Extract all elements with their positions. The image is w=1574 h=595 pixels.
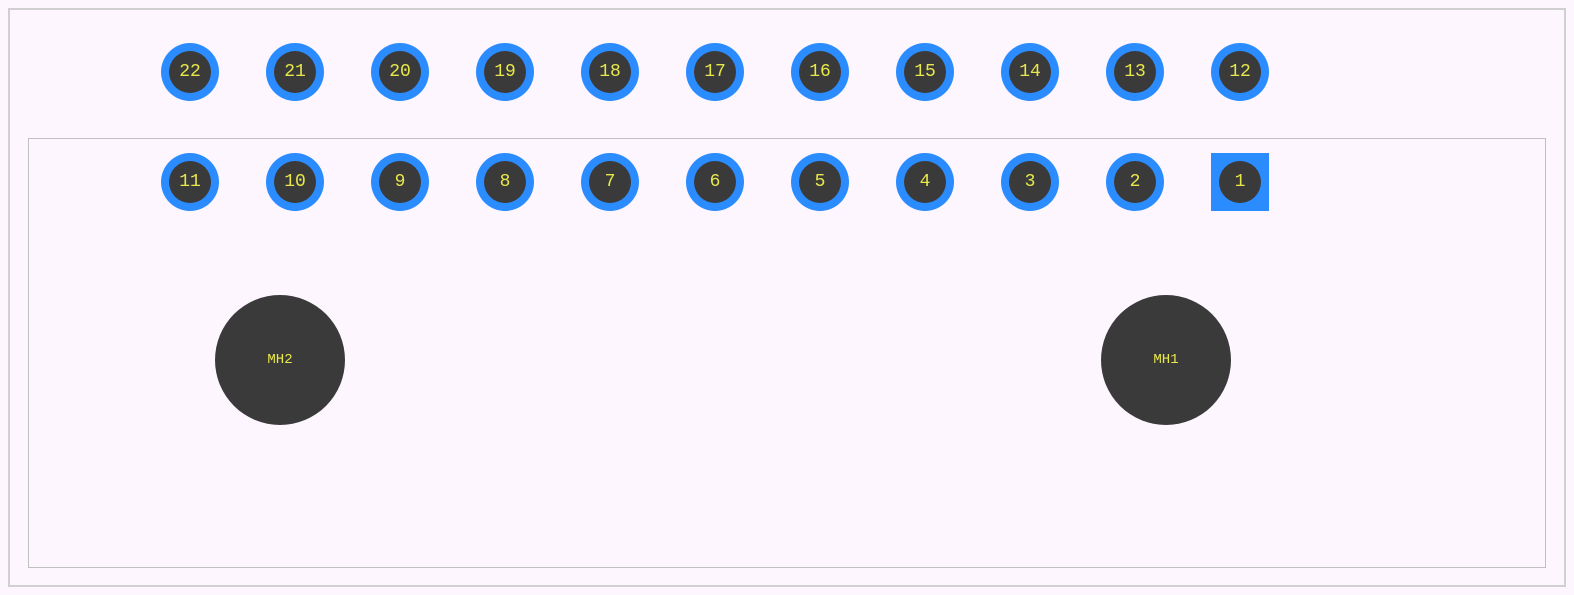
pad-label: 10: [284, 172, 306, 192]
pad-label: 3: [1025, 172, 1036, 192]
pad-4: 4: [896, 153, 954, 211]
mount-hole-label: MH2: [267, 352, 292, 368]
pad-13: 13: [1106, 43, 1164, 101]
pad-label: 9: [395, 172, 406, 192]
pad-label: 22: [179, 62, 201, 82]
pad-label: 15: [914, 62, 936, 82]
pad-label: 13: [1124, 62, 1146, 82]
pad-label: 21: [284, 62, 306, 82]
pad-label: 12: [1229, 62, 1251, 82]
pad-label: 4: [920, 172, 931, 192]
pad-9: 9: [371, 153, 429, 211]
mount-hole-mh1: MH1: [1101, 295, 1231, 425]
pad-label: 5: [815, 172, 826, 192]
pad-20: 20: [371, 43, 429, 101]
pad-14: 14: [1001, 43, 1059, 101]
pad-21: 21: [266, 43, 324, 101]
pad-label: 7: [605, 172, 616, 192]
pad-19: 19: [476, 43, 534, 101]
pad-15: 15: [896, 43, 954, 101]
pad-22: 22: [161, 43, 219, 101]
pad-1: 1: [1211, 153, 1269, 211]
pad-6: 6: [686, 153, 744, 211]
pad-label: 16: [809, 62, 831, 82]
pad-label: 19: [494, 62, 516, 82]
pad-7: 7: [581, 153, 639, 211]
pad-10: 10: [266, 153, 324, 211]
mount-hole-label: MH1: [1153, 352, 1178, 368]
pad-3: 3: [1001, 153, 1059, 211]
pad-12: 12: [1211, 43, 1269, 101]
pad-11: 11: [161, 153, 219, 211]
mount-hole-mh2: MH2: [215, 295, 345, 425]
pad-label: 14: [1019, 62, 1041, 82]
pad-17: 17: [686, 43, 744, 101]
pad-label: 17: [704, 62, 726, 82]
pad-label: 2: [1130, 172, 1141, 192]
pad-18: 18: [581, 43, 639, 101]
pad-2: 2: [1106, 153, 1164, 211]
pad-label: 20: [389, 62, 411, 82]
pad-label: 11: [179, 172, 201, 192]
pad-8: 8: [476, 153, 534, 211]
pad-5: 5: [791, 153, 849, 211]
pad-label: 8: [500, 172, 511, 192]
pad-16: 16: [791, 43, 849, 101]
pad-label: 1: [1235, 172, 1246, 192]
pad-label: 18: [599, 62, 621, 82]
pad-label: 6: [710, 172, 721, 192]
